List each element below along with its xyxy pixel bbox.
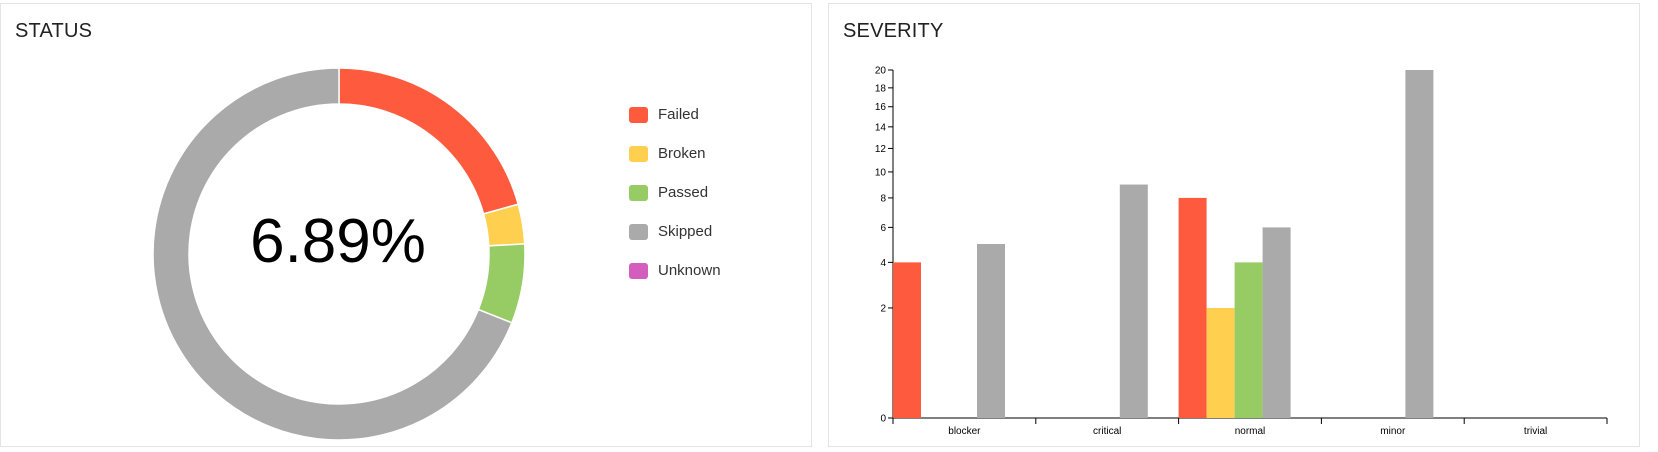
bar-minor-skipped[interactable] [1405,70,1434,418]
legend-label-passed: Passed [658,184,709,201]
bar-normal-broken[interactable] [1206,307,1235,418]
x-tick-label-minor: minor [1380,426,1406,437]
y-tick-label: 14 [875,122,887,133]
y-tick-label: 20 [875,66,887,77]
x-tick-label-blocker: blocker [948,426,981,437]
severity-title: SEVERITY [843,20,944,42]
x-tick-label-trivial: trivial [1524,426,1547,437]
legend-item-broken[interactable]: Broken [629,134,721,173]
legend-item-passed[interactable]: Passed [629,173,721,212]
y-tick-label: 6 [880,223,886,234]
legend-swatch-unknown [629,262,648,279]
status-donut-chart: 6.89% [152,67,526,441]
severity-panel: SEVERITY 0 2 4 6 8 10 12 14 16 18 20 blocker critica… [828,3,1640,447]
y-tick-label: 18 [875,83,887,94]
donut-center-label: 6.89% [250,207,426,276]
bar-normal-passed[interactable] [1234,262,1263,418]
legend-label-skipped: Skipped [658,223,713,240]
status-title: STATUS [15,20,93,42]
legend-item-failed[interactable]: Failed [629,95,721,134]
y-tick-label: 12 [875,144,887,155]
donut-slice-passed[interactable] [477,243,526,324]
y-tick-label: 0 [880,414,886,425]
legend-item-skipped[interactable]: Skipped [629,212,721,251]
legend-label-broken: Broken [658,145,706,162]
legend-swatch-failed [629,106,648,123]
severity-bar-chart: 0 2 4 6 8 10 12 14 16 18 20 blocker critical normal mi… [875,66,1608,437]
status-legend: Failed Broken Passed Skipped Unknown [629,95,721,290]
legend-item-unknown[interactable]: Unknown [629,251,721,290]
legend-swatch-broken [629,145,648,162]
x-tick-label-critical: critical [1093,426,1121,437]
bar-blocker-skipped[interactable] [977,244,1005,418]
bar-blocker-failed[interactable] [893,262,921,418]
y-tick-label: 16 [875,102,887,113]
legend-label-failed: Failed [658,106,699,123]
y-tick-label: 8 [880,193,886,204]
legend-swatch-skipped [629,223,648,240]
legend-label-unknown: Unknown [658,262,721,279]
y-tick-label: 10 [875,167,887,178]
bar-normal-skipped[interactable] [1262,227,1291,418]
bar-critical-skipped[interactable] [1119,184,1148,418]
bar-normal-failed[interactable] [1178,197,1207,418]
donut-slice-failed[interactable] [338,67,520,215]
y-tick-label: 4 [880,258,886,269]
x-tick-label-normal: normal [1235,426,1266,437]
y-tick-label: 2 [880,303,886,314]
legend-swatch-passed [629,184,648,201]
status-panel: STATUS 6.89% Failed Broken Passed Skippe… [0,3,812,447]
donut-slice-skipped[interactable] [152,67,513,441]
